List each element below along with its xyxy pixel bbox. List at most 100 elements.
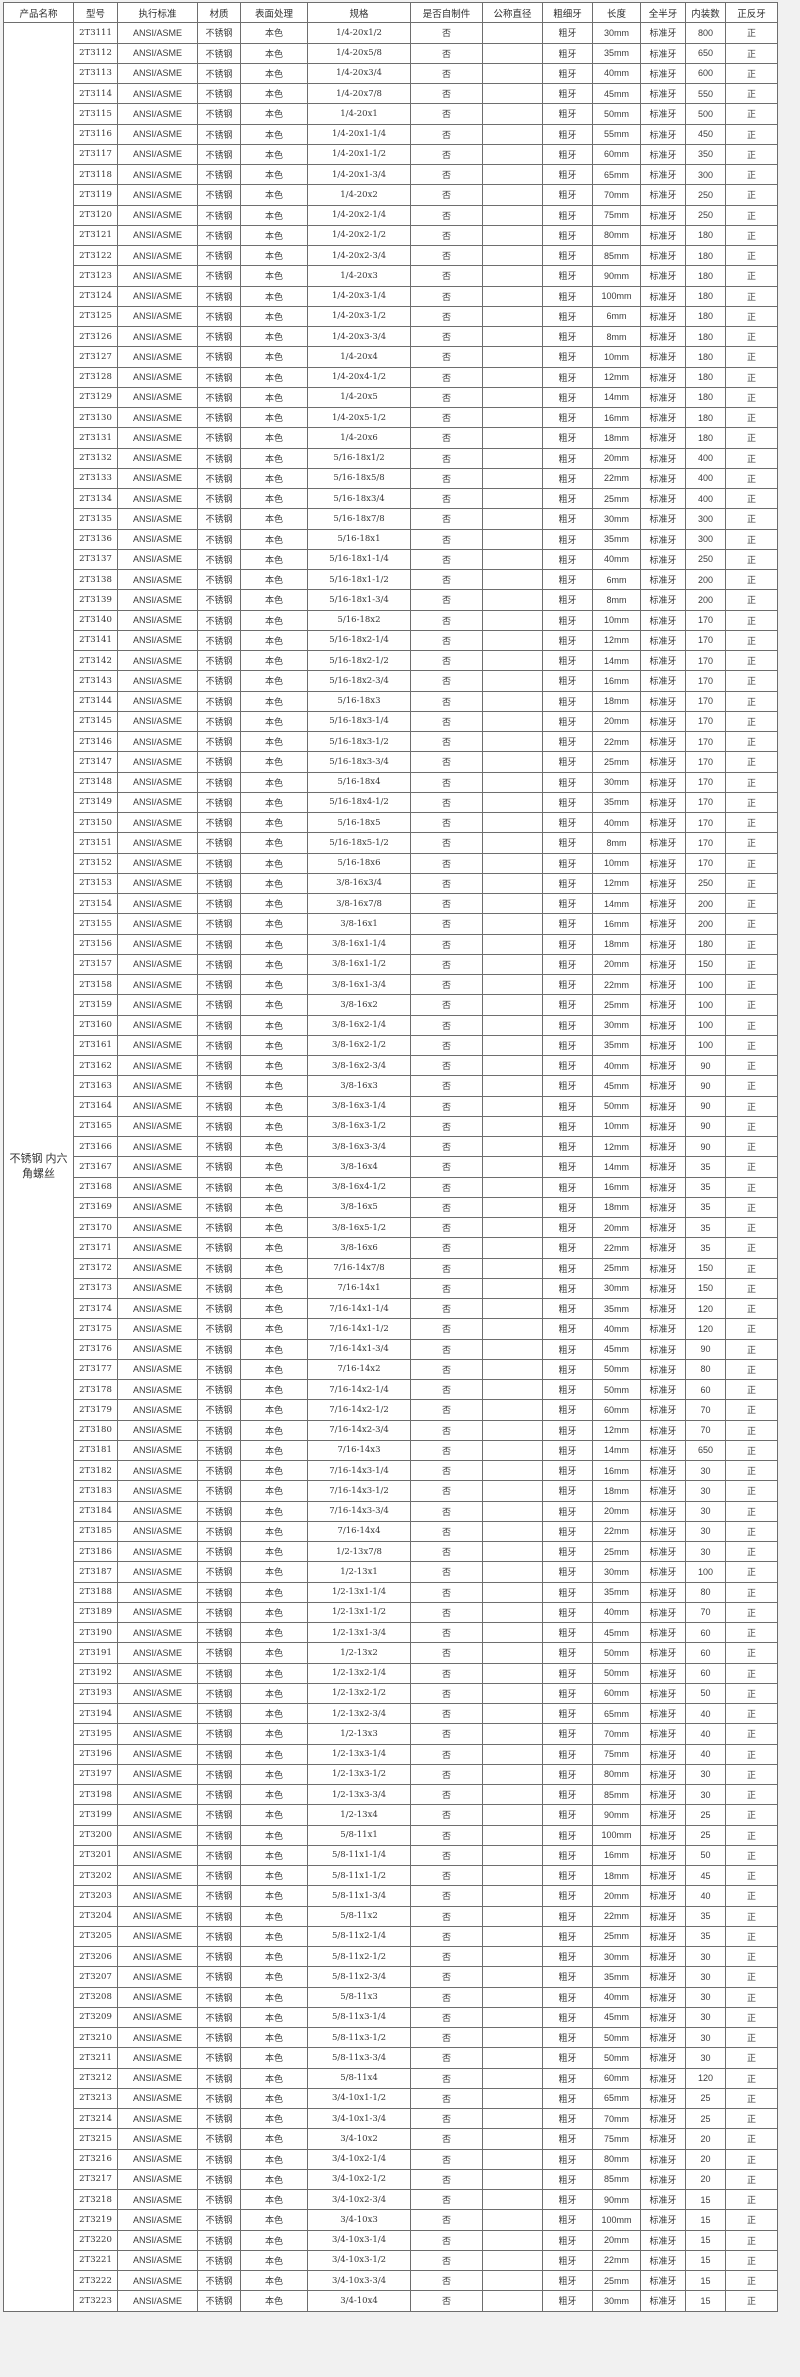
- cell-finish: 本色: [240, 1925, 308, 1948]
- cell-finish: 本色: [240, 366, 308, 388]
- cell-direction: 正: [725, 832, 778, 854]
- cell-finish: 本色: [240, 1743, 308, 1765]
- cell-spec: 1/4-20x3-1/4: [307, 285, 411, 307]
- cell-material: 不锈钢: [197, 265, 241, 287]
- cell-spec: 3/4-10x1-3/4: [307, 2107, 411, 2130]
- cell-finish: 本色: [240, 2047, 308, 2069]
- cell-full-half: 标准牙: [640, 1318, 686, 1340]
- cell-self-made: 否: [410, 872, 483, 895]
- cell-spec: 1/4-20x3-3/4: [307, 325, 411, 348]
- cell-model: 2T3223: [73, 2290, 118, 2312]
- cell-direction: 正: [725, 1034, 778, 1057]
- cell-full-half: 标准牙: [640, 1905, 686, 1927]
- cell-coarse-fine: 粗牙: [542, 1945, 593, 1968]
- table-row: 2T3189 ANSI/ASME 不锈钢 本色 1/2-13x1-1/2 否 粗牙 40mm 标…: [4, 1601, 778, 1624]
- cell-finish: 本色: [240, 2026, 308, 2049]
- cell-coarse-fine: 粗牙: [542, 1844, 593, 1867]
- cell-direction: 正: [725, 1439, 778, 1462]
- cell-standard: ANSI/ASME: [117, 1318, 198, 1340]
- cell-finish: 本色: [240, 1297, 308, 1320]
- cell-full-half: 标准牙: [640, 103, 686, 125]
- cell-finish: 本色: [240, 1561, 308, 1583]
- cell-qty: 200: [685, 568, 726, 591]
- cell-model: 2T3135: [73, 508, 118, 530]
- cell-qty: 25: [685, 1804, 726, 1826]
- cell-standard: ANSI/ASME: [117, 1824, 198, 1846]
- cell-finish: 本色: [240, 1601, 308, 1624]
- table-row: 2T3182 ANSI/ASME 不锈钢 本色 7/16-14x3-1/4 否 粗牙 16mm…: [4, 1459, 778, 1482]
- cell-length: 30mm: [592, 1014, 641, 1036]
- cell-nominal-diameter: [482, 1176, 543, 1198]
- cell-nominal-diameter: [482, 224, 543, 247]
- cell-standard: ANSI/ASME: [117, 1966, 198, 1988]
- cell-finish: 本色: [240, 1986, 308, 2008]
- cell-direction: 正: [725, 568, 778, 591]
- cell-material: 不锈钢: [197, 548, 241, 571]
- cell-coarse-fine: 粗牙: [542, 913, 593, 935]
- cell-self-made: 否: [410, 690, 483, 712]
- cell-direction: 正: [725, 1540, 778, 1563]
- cell-standard: ANSI/ASME: [117, 1480, 198, 1502]
- cell-finish: 本色: [240, 1135, 308, 1158]
- cell-model: 2T3147: [73, 751, 118, 773]
- product-spec-table: 产品名称 型号 执行标准 材质 表面处理 规格 是否自制件 公称直径 粗细牙 长度 全半牙 内装数 正反…: [3, 1, 778, 2312]
- cell-model: 2T3154: [73, 892, 118, 915]
- cell-model: 2T3178: [73, 1378, 118, 1401]
- cell-spec: 1/2-13x1-3/4: [307, 1621, 411, 1644]
- cell-model: 2T3139: [73, 589, 118, 611]
- table-row: 2T3130 ANSI/ASME 不锈钢 本色 1/4-20x5-1/2 否 粗牙 16mm 标…: [4, 406, 778, 429]
- cell-full-half: 标准牙: [640, 1601, 686, 1624]
- cell-model: 2T3146: [73, 730, 118, 753]
- cell-model: 2T3173: [73, 1277, 118, 1300]
- cell-full-half: 标准牙: [640, 2047, 686, 2069]
- cell-model: 2T3160: [73, 1014, 118, 1036]
- table-row: 2T3215 ANSI/ASME 不锈钢 本色 3/4-10x2 否 粗牙 75mm 标准牙 20…: [4, 2128, 778, 2150]
- cell-standard: ANSI/ASME: [117, 1561, 198, 1583]
- cell-qty: 20: [685, 2148, 726, 2170]
- cell-self-made: 否: [410, 791, 483, 814]
- cell-direction: 正: [725, 467, 778, 490]
- cell-length: 30mm: [592, 508, 641, 530]
- cell-material: 不锈钢: [197, 568, 241, 591]
- cell-qty: 350: [685, 143, 726, 166]
- column-header-10: 全半牙: [640, 1, 686, 24]
- table-row: 2T3122 ANSI/ASME 不锈钢 本色 1/4-20x2-3/4 否 粗牙 85mm 标…: [4, 244, 778, 267]
- cell-nominal-diameter: [482, 1642, 543, 1664]
- cell-direction: 正: [725, 994, 778, 1016]
- cell-self-made: 否: [410, 1054, 483, 1077]
- cell-model: 2T3166: [73, 1135, 118, 1158]
- cell-spec: 1/4-20x3-1/2: [307, 305, 411, 328]
- cell-coarse-fine: 粗牙: [542, 163, 593, 186]
- cell-qty: 40: [685, 1743, 726, 1765]
- cell-model: 2T3207: [73, 1966, 118, 1988]
- cell-spec: 5/8-11x4: [307, 2067, 411, 2089]
- cell-model: 2T3220: [73, 2229, 118, 2251]
- cell-finish: 本色: [240, 1034, 308, 1057]
- cell-full-half: 标准牙: [640, 184, 686, 206]
- cell-full-half: 标准牙: [640, 832, 686, 854]
- cell-finish: 本色: [240, 892, 308, 915]
- table-row: 2T3223 ANSI/ASME 不锈钢 本色 3/4-10x4 否 粗牙 30mm 标准牙 15…: [4, 2290, 778, 2312]
- table-row: 2T3203 ANSI/ASME 不锈钢 本色 5/8-11x1-3/4 否 粗牙 20mm 标…: [4, 1885, 778, 1907]
- cell-full-half: 标准牙: [640, 629, 686, 652]
- cell-model: 2T3219: [73, 2209, 118, 2231]
- cell-full-half: 标准牙: [640, 2006, 686, 2029]
- cell-self-made: 否: [410, 62, 483, 85]
- cell-full-half: 标准牙: [640, 1277, 686, 1300]
- cell-model: 2T3124: [73, 285, 118, 307]
- cell-length: 40mm: [592, 62, 641, 85]
- cell-direction: 正: [725, 2128, 778, 2150]
- cell-material: 不锈钢: [197, 1682, 241, 1705]
- cell-length: 12mm: [592, 629, 641, 652]
- cell-material: 不锈钢: [197, 953, 241, 976]
- cell-self-made: 否: [410, 2026, 483, 2049]
- cell-length: 30mm: [592, 1277, 641, 1300]
- cell-direction: 正: [725, 2269, 778, 2292]
- cell-full-half: 标准牙: [640, 528, 686, 550]
- cell-coarse-fine: 粗牙: [542, 1257, 593, 1279]
- cell-spec: 7/16-14x4: [307, 1520, 411, 1543]
- cell-finish: 本色: [240, 1014, 308, 1036]
- cell-self-made: 否: [410, 953, 483, 976]
- table-row: 2T3221 ANSI/ASME 不锈钢 本色 3/4-10x3-1/2 否 粗牙 22mm 标…: [4, 2249, 778, 2272]
- cell-qty: 300: [685, 163, 726, 186]
